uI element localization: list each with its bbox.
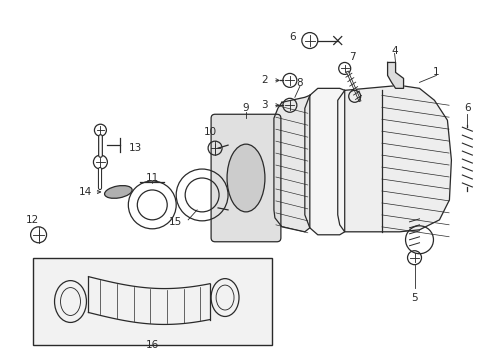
Polygon shape xyxy=(304,88,344,235)
Text: 5: 5 xyxy=(410,293,417,302)
Bar xyxy=(33,258,271,345)
Text: 14: 14 xyxy=(79,187,92,197)
Text: 12: 12 xyxy=(26,215,39,225)
Text: 8: 8 xyxy=(296,78,303,88)
Text: 7: 7 xyxy=(348,53,355,63)
Polygon shape xyxy=(387,62,403,88)
Text: 6: 6 xyxy=(463,103,470,113)
Ellipse shape xyxy=(226,144,264,212)
Polygon shape xyxy=(337,85,450,232)
Text: 3: 3 xyxy=(261,100,268,110)
Text: 11: 11 xyxy=(145,173,159,183)
Text: 9: 9 xyxy=(242,103,249,113)
Polygon shape xyxy=(273,95,309,232)
Text: 16: 16 xyxy=(145,340,159,350)
Text: 10: 10 xyxy=(203,127,216,137)
Text: 2: 2 xyxy=(261,75,268,85)
Text: 1: 1 xyxy=(432,67,439,77)
Ellipse shape xyxy=(104,186,132,198)
Text: 15: 15 xyxy=(168,217,182,227)
FancyBboxPatch shape xyxy=(211,114,280,242)
Text: 6: 6 xyxy=(289,32,296,41)
Text: 13: 13 xyxy=(128,143,142,153)
Text: 4: 4 xyxy=(390,45,397,55)
